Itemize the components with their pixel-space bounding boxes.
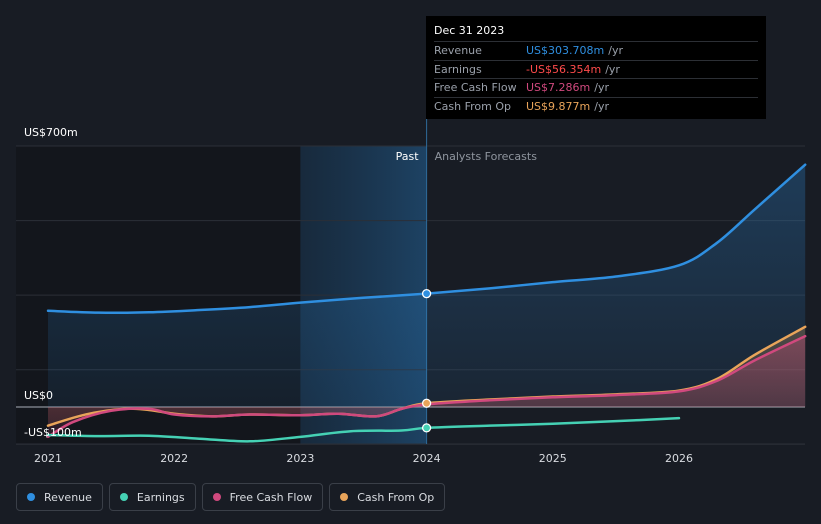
tooltip-label: Earnings <box>434 62 482 76</box>
highlight-marker <box>421 398 432 408</box>
tooltip-value: US$9.877m <box>526 99 591 113</box>
legend-label: Earnings <box>136 490 185 504</box>
legend-item-free-cash-flow[interactable]: Free Cash Flow <box>201 483 324 511</box>
x-tick-label: 2026 <box>665 452 693 465</box>
tooltip-value: -US$56.354m <box>526 62 602 76</box>
tooltip-unit: /yr <box>594 99 609 113</box>
free-cash-flow-dot-icon <box>212 493 221 501</box>
tooltip-date: Dec 31 2023 <box>434 24 505 37</box>
x-tick-label: 2021 <box>34 452 62 465</box>
y-axis-zero-label: US$0 <box>24 389 53 402</box>
tooltip: Dec 31 2023 Revenue US$303.708m /yr Earn… <box>426 16 766 119</box>
tooltip-row-cash-from-op: Cash From Op US$9.877m /yr <box>434 96 758 116</box>
tooltip-label: Revenue <box>434 44 482 57</box>
highlight-marker <box>421 289 432 299</box>
x-tick-label: 2024 <box>413 452 441 465</box>
legend-label: Free Cash Flow <box>229 490 313 504</box>
tooltip-value: US$303.708m <box>526 44 605 57</box>
legend-item-cash-from-op[interactable]: Cash From Op <box>329 483 446 511</box>
y-axis-top-label: US$700m <box>24 126 78 139</box>
earnings-line <box>46 416 681 443</box>
legend-item-revenue[interactable]: Revenue <box>16 483 103 511</box>
x-tick-label: 2022 <box>160 452 188 465</box>
legend: Revenue Earnings Free Cash Flow Cash Fro… <box>16 483 446 513</box>
free-cash-flow-area <box>48 336 806 437</box>
legend-label: Cash From Op <box>357 490 435 504</box>
revenue-dot-icon <box>27 493 35 501</box>
tooltip-value: US$7.286m <box>526 81 591 94</box>
forecast-label: Analysts Forecasts <box>435 150 538 163</box>
tooltip-row-revenue: Revenue US$303.708m /yr <box>434 41 758 60</box>
tooltip-label: Free Cash Flow <box>434 81 517 94</box>
free-cash-flow-line <box>46 334 807 439</box>
revenue-area <box>48 164 806 407</box>
legend-label: Revenue <box>44 490 92 504</box>
y-axis-bottom-label: -US$100m <box>24 426 82 439</box>
tooltip-unit: /yr <box>608 44 623 57</box>
cash-from-op-dot-icon <box>340 493 349 501</box>
tooltip-unit: /yr <box>605 62 620 76</box>
earnings-dot-icon <box>119 493 128 501</box>
x-tick-label: 2025 <box>539 452 567 465</box>
legend-item-earnings[interactable]: Earnings <box>108 483 196 511</box>
past-label: Past <box>396 150 420 163</box>
tooltip-unit: /yr <box>594 81 609 94</box>
x-tick-label: 2023 <box>286 452 314 465</box>
tooltip-label: Cash From Op <box>434 99 512 113</box>
tooltip-row-earnings: Earnings -US$56.354m /yr <box>434 59 758 79</box>
highlight-marker <box>421 423 432 433</box>
tooltip-row-free-cash-flow: Free Cash Flow US$7.286m /yr <box>434 78 758 97</box>
